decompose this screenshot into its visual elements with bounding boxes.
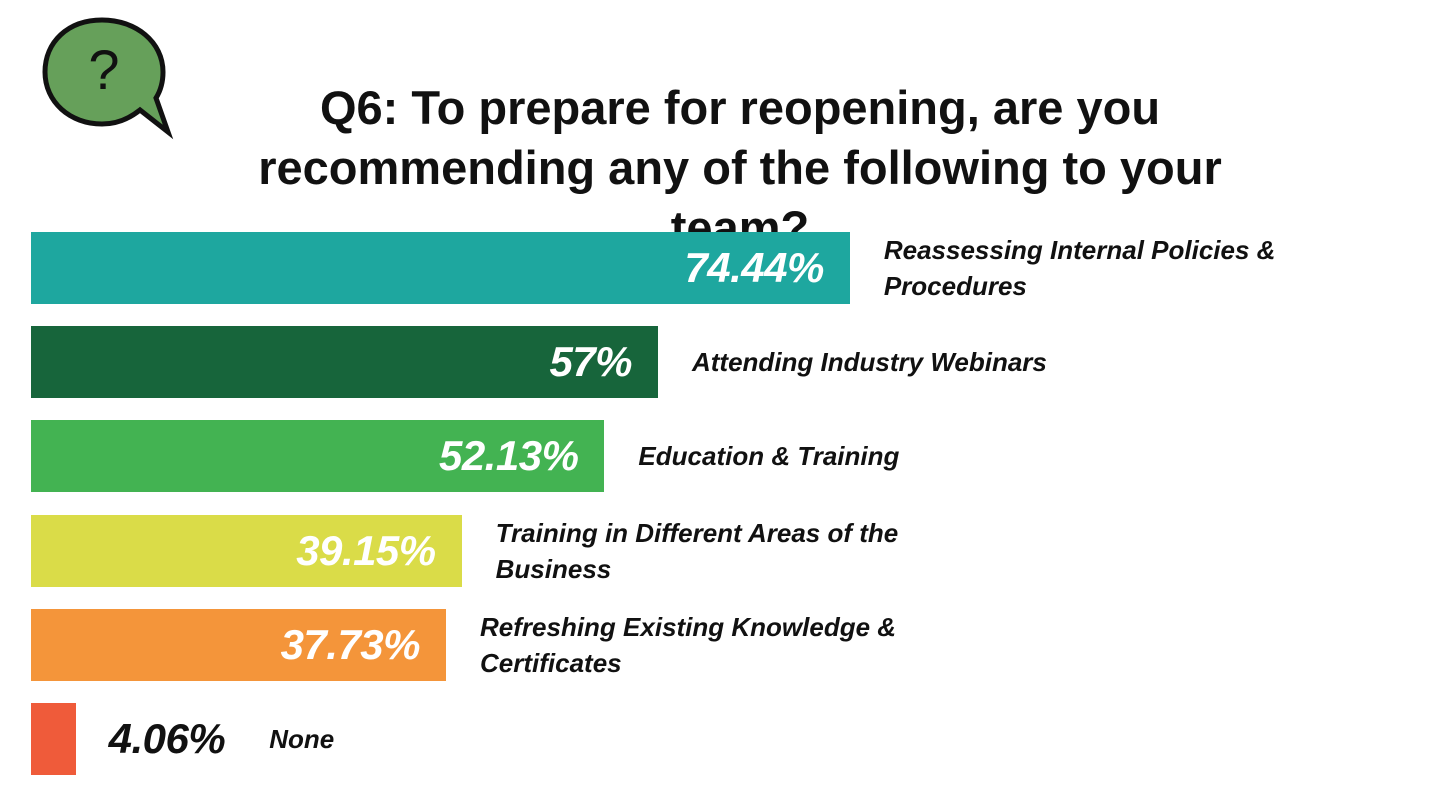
bar: 57%: [31, 326, 658, 399]
question-icon: ?: [42, 17, 174, 140]
category-label: Refreshing Existing Knowledge & Certific…: [480, 611, 897, 678]
icon-text: ?: [88, 38, 119, 101]
category-label: Education & Training: [638, 441, 900, 472]
bar: 52.13%: [31, 420, 605, 493]
value-label: 39.15%: [296, 526, 436, 574]
bar-row: 4.06% None: [31, 703, 334, 775]
chart-title: Q6: To prepare for reopening, are you re…: [40, 78, 1420, 258]
bar: 37.73%: [31, 608, 447, 681]
value-label: 74.44%: [684, 244, 824, 291]
value-label: 57%: [549, 338, 632, 386]
bar-row: 74.44% Reassessing Internal Policies & Pr…: [31, 232, 1374, 304]
bar-row: 52.13% Education & Training: [31, 420, 900, 493]
bar-row: 57% Attending Industry Webinars: [31, 326, 1047, 399]
bar: [31, 703, 76, 775]
bar: 39.15%: [31, 514, 462, 587]
bar: 74.44%: [31, 232, 850, 304]
value-label: 4.06%: [108, 715, 226, 762]
category-label: Training in Different Areas of the Busin…: [495, 517, 899, 584]
title-text: Q6: To prepare for reopening, are you re…: [258, 81, 1222, 254]
category-label: Reassessing Internal Policies & Procedur…: [883, 235, 1276, 301]
bar-row: 39.15% Training in Different Areas of the…: [31, 514, 986, 587]
value-label: 52.13%: [438, 432, 579, 480]
value-label: 37.73%: [280, 620, 421, 668]
category-label: None: [269, 724, 335, 754]
category-label: Attending Industry Webinars: [692, 347, 1047, 378]
bar-row: 37.73% Refreshing Existing Knowledge & Ce…: [31, 608, 970, 681]
